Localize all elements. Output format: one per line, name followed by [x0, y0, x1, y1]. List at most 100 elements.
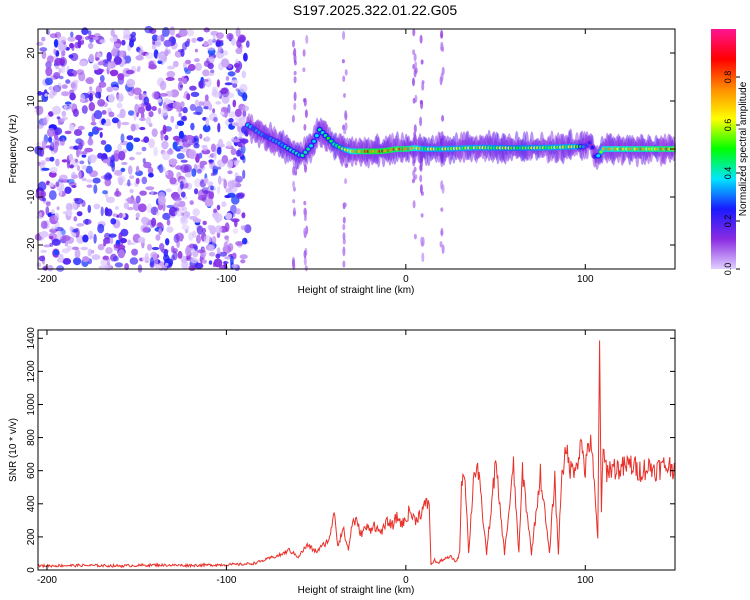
- noise-speckle: [193, 143, 200, 149]
- noise-speckle: [145, 116, 152, 126]
- noise-speckle: [98, 265, 108, 270]
- noise-speckle: [227, 71, 236, 77]
- noise-speckle: [61, 91, 70, 97]
- noise-speckle: [189, 200, 194, 206]
- streak-speckle: [419, 34, 423, 44]
- noise-speckle: [226, 33, 234, 40]
- noise-speckle: [172, 60, 179, 68]
- noise-speckle: [72, 232, 77, 238]
- noise-speckle: [48, 182, 55, 188]
- noise-speckle: [221, 95, 230, 104]
- noise-speckle: [63, 104, 68, 109]
- noise-speckle: [178, 77, 182, 82]
- noise-speckle: [110, 29, 115, 37]
- noise-speckle: [40, 190, 47, 198]
- noise-speckle: [185, 59, 191, 65]
- streak-speckle: [342, 124, 346, 131]
- colorbar-tick-label: 0.2: [723, 215, 733, 228]
- noise-speckle: [103, 240, 107, 247]
- noise-speckle: [129, 257, 139, 265]
- noise-speckle: [178, 130, 184, 139]
- noise-speckle: [114, 169, 123, 176]
- noise-speckle: [171, 254, 175, 261]
- noise-speckle: [86, 179, 94, 183]
- noise-speckle: [106, 257, 110, 267]
- noise-speckle: [186, 93, 191, 101]
- noise-speckle: [210, 69, 215, 74]
- noise-speckle: [180, 159, 188, 163]
- noise-speckle: [36, 105, 44, 115]
- noise-speckle: [240, 138, 249, 144]
- noise-speckle: [183, 61, 187, 69]
- chart-title: S197.2025.322.01.22.G05: [293, 2, 457, 18]
- noise-speckle: [96, 39, 100, 44]
- noise-speckle: [223, 241, 228, 249]
- noise-speckle: [194, 262, 204, 269]
- colorbar-tick-label: 0.0: [723, 263, 733, 276]
- colorbar: 0.0 0.2 0.4 0.6 0.8 Normalized spectral ampl…: [711, 29, 749, 275]
- ridge-peak: [306, 147, 311, 151]
- noise-speckle: [121, 161, 128, 166]
- noise-speckle: [73, 129, 83, 136]
- noise-speckle: [77, 39, 82, 49]
- noise-speckle: [169, 177, 177, 185]
- noise-speckle: [189, 103, 197, 112]
- noise-speckle: [141, 146, 147, 152]
- noise-speckle: [232, 82, 238, 88]
- noise-speckle: [202, 259, 207, 264]
- noise-speckle: [235, 27, 241, 38]
- noise-speckle: [114, 190, 122, 197]
- snr-y-tick-label: 200: [26, 528, 37, 545]
- noise-speckle: [208, 251, 216, 257]
- noise-speckle: [48, 136, 53, 143]
- noise-speckle: [44, 93, 48, 97]
- noise-speckle: [180, 164, 189, 174]
- streak-speckle: [412, 169, 416, 177]
- noise-speckle: [136, 68, 141, 72]
- noise-speckle: [41, 140, 47, 149]
- noise-speckle: [71, 228, 79, 233]
- noise-speckle: [156, 35, 161, 41]
- streak-speckle: [412, 28, 416, 37]
- noise-speckle: [45, 157, 51, 162]
- noise-speckle: [230, 204, 237, 215]
- ridge-peak: [309, 144, 313, 148]
- noise-speckle: [143, 161, 152, 169]
- noise-speckle: [167, 65, 175, 70]
- noise-speckle: [181, 215, 187, 223]
- noise-speckle: [199, 133, 203, 139]
- snr-x-tick-label: -100: [216, 575, 236, 586]
- noise-speckle: [153, 146, 159, 157]
- noise-speckle: [87, 248, 93, 257]
- noise-speckle: [171, 37, 176, 45]
- noise-speckle: [87, 204, 92, 214]
- snr-x-label: Height of straight line (km): [298, 585, 415, 596]
- noise-speckle: [204, 198, 214, 207]
- noise-speckle: [134, 95, 139, 100]
- noise-speckle: [89, 86, 93, 91]
- snr-y-tick-label: 1400: [26, 327, 37, 350]
- noise-speckle: [107, 60, 112, 71]
- noise-speckle: [69, 226, 73, 232]
- noise-speckle: [45, 66, 53, 77]
- noise-speckle: [135, 177, 140, 185]
- noise-speckle: [190, 257, 198, 264]
- noise-speckle: [205, 77, 212, 88]
- noise-speckle: [111, 117, 119, 124]
- noise-speckle: [111, 86, 119, 91]
- streak-speckle: [305, 34, 309, 44]
- noise-speckle: [137, 203, 147, 213]
- streak-speckle: [341, 59, 345, 64]
- noise-speckle: [207, 62, 214, 70]
- snr-series-line: [37, 340, 676, 569]
- streak-speckle: [342, 30, 346, 40]
- noise-speckle: [41, 167, 50, 171]
- noise-speckle: [36, 41, 44, 47]
- noise-speckle: [69, 124, 75, 132]
- noise-speckle: [114, 262, 123, 268]
- noise-speckle: [59, 186, 63, 197]
- noise-speckle: [162, 212, 171, 220]
- streak-speckle: [343, 202, 347, 208]
- noise-speckle: [230, 255, 234, 266]
- noise-speckle: [53, 249, 60, 256]
